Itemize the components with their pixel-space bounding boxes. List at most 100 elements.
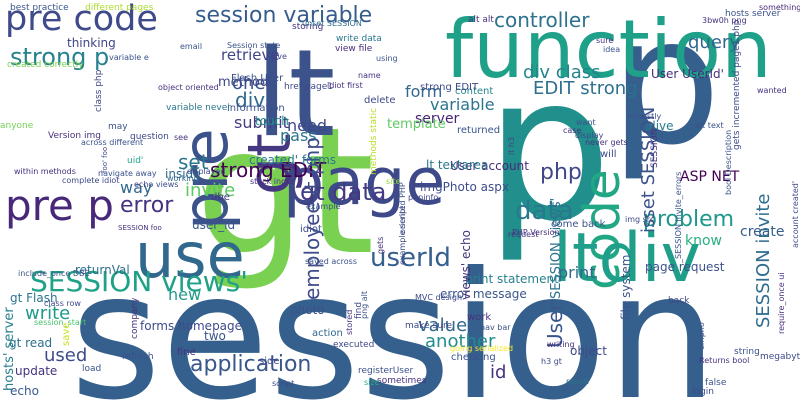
cloud-word-string: string xyxy=(734,347,760,357)
cloud-word-display: display xyxy=(575,131,604,140)
cloud-word-data: data xyxy=(515,196,574,226)
cloud-word-page-request: page request xyxy=(645,260,725,274)
cloud-word-include-once-dbe: include_once DBE xyxy=(18,269,90,278)
cloud-word-come-back: come back xyxy=(551,219,606,230)
cloud-word-displayed: displayed xyxy=(187,167,226,176)
cloud-word-view-file: view file xyxy=(335,44,373,54)
cloud-word-pass: pass xyxy=(280,126,317,145)
cloud-word-request: request xyxy=(508,230,539,239)
cloud-word-two: two xyxy=(204,329,226,343)
cloud-word-div-class: div class xyxy=(523,62,601,83)
cloud-word-echo-views: echo views xyxy=(134,180,179,189)
cloud-word-different-pages: different pages xyxy=(85,3,154,13)
cloud-word-give: give xyxy=(270,52,287,61)
cloud-word-inside: inside xyxy=(165,167,201,181)
cloud-word-mvc-design: MVC design xyxy=(415,293,463,302)
cloud-word-wanted: wanted xyxy=(757,86,787,95)
cloud-word-file-system: file system xyxy=(619,254,633,320)
cloud-word-another: another xyxy=(425,331,496,352)
cloud-word-gets-incremented-page1-php: gets incremented page1 php xyxy=(732,19,742,150)
cloud-word-strong-edit: strong EDIT xyxy=(420,82,479,93)
cloud-word-action: action xyxy=(312,328,343,339)
cloud-word-gets: gets xyxy=(376,236,385,254)
cloud-word-question: question xyxy=(130,132,169,142)
cloud-word-print: print xyxy=(558,263,596,282)
cloud-word-touch: touch xyxy=(255,114,289,128)
cloud-word-login: login xyxy=(692,387,714,397)
cloud-word-userid: userId xyxy=(370,243,451,273)
cloud-word-flash-user: Flash User xyxy=(231,73,284,84)
cloud-word-checking: checking xyxy=(451,352,496,363)
cloud-word-forms-homepage: forms homepage xyxy=(140,319,243,333)
cloud-word-user-id: user_id xyxy=(192,218,236,232)
cloud-word-edit-strong: EDIT strong xyxy=(533,78,638,99)
cloud-word-fine: fine xyxy=(177,347,196,358)
cloud-word-retrieve: retrieve xyxy=(221,46,280,64)
cloud-word-executed: executed xyxy=(333,340,375,350)
cloud-word-never-gets: never gets xyxy=(585,138,628,147)
cloud-word-used: used xyxy=(44,345,88,366)
cloud-word-going-serialized: going serialized xyxy=(450,344,514,353)
cloud-word-lt-textarea: lt textarea xyxy=(426,158,489,172)
cloud-word-p: p xyxy=(485,33,612,266)
cloud-word-submit: submit xyxy=(234,113,289,132)
cloud-word-value: value xyxy=(418,315,468,336)
cloud-word-unset-session: unset SESSION xyxy=(302,19,362,28)
cloud-word-ltdiv: ltdiv xyxy=(553,219,701,298)
cloud-word-case: case xyxy=(563,126,582,135)
cloud-word-server: server xyxy=(415,111,460,127)
cloud-word-invite: invite xyxy=(185,180,236,201)
cloud-word-know: know xyxy=(685,233,722,249)
cloud-word-echo: echo xyxy=(10,384,39,398)
cloud-word-object: object xyxy=(570,344,607,358)
cloud-word-want: want xyxy=(576,118,596,127)
cloud-word-lt: lt xyxy=(255,25,336,164)
cloud-word-uid: uid' xyxy=(127,156,144,166)
cloud-word-object-oriented: object oriented xyxy=(158,83,219,92)
cloud-word-id: id xyxy=(490,362,507,383)
cloud-word-session-invite-errors: _SESSION invite_errors xyxy=(674,171,683,263)
cloud-word-user-userid: User UserId' xyxy=(651,67,724,81)
cloud-word-use: use xyxy=(135,219,245,292)
cloud-word-method: method xyxy=(218,75,269,90)
cloud-word-load: load xyxy=(82,364,102,374)
cloud-word-returnval: returnVal xyxy=(75,263,130,277)
cloud-word-one: one xyxy=(232,73,266,94)
cloud-word-require-once-ui: require_once ui xyxy=(777,272,786,334)
cloud-word-content: content xyxy=(455,86,494,97)
cloud-word-working: working xyxy=(167,174,199,183)
cloud-word-megabytes: megabytes xyxy=(760,352,800,362)
cloud-word-registeruser: registerUser xyxy=(358,366,414,376)
cloud-word-page: page xyxy=(283,145,446,220)
cloud-word-gt-flash: gt Flash xyxy=(10,291,58,305)
cloud-word-imgphoto-aspx: imgPhoto aspx xyxy=(420,180,510,194)
cloud-word-returned: returned xyxy=(457,125,501,136)
cloud-word-company: company xyxy=(130,297,140,339)
cloud-word-side: side xyxy=(259,356,280,367)
cloud-word-3bw0h-png: 3bw0h png xyxy=(702,16,747,25)
cloud-word-user-account: User account xyxy=(450,159,529,173)
cloud-word-size: size xyxy=(364,378,380,387)
cloud-word-alt-alt: alt alt xyxy=(468,15,494,25)
cloud-word-variable-e: variable e xyxy=(109,53,149,62)
cloud-word-views-echo: views' echo xyxy=(459,230,473,300)
cloud-word-gt-data: gt data xyxy=(300,178,387,206)
cloud-word-class-php: class php xyxy=(94,69,104,112)
cloud-word-refresh: refresh xyxy=(122,352,154,362)
cloud-word-example-script: example script xyxy=(398,205,407,265)
cloud-word-information: information xyxy=(227,103,285,114)
cloud-word-problem: problem xyxy=(643,207,735,232)
cloud-word-session: SESSION xyxy=(650,128,660,168)
cloud-word-using: using xyxy=(376,54,398,63)
cloud-word-sure: sure xyxy=(596,36,614,45)
cloud-word-query: query xyxy=(688,32,740,53)
cloud-word-class-row: class row xyxy=(44,299,81,308)
cloud-word-session-start: session_start xyxy=(34,318,87,327)
cloud-word-asp-net: ASP NET xyxy=(680,169,740,185)
cloud-word-result: result xyxy=(566,377,589,386)
cloud-word-false: false xyxy=(705,378,727,388)
cloud-word-create: create xyxy=(740,224,785,240)
cloud-word-storing: storing xyxy=(292,22,324,32)
cloud-word-nav-bar: nav bar xyxy=(480,323,511,332)
